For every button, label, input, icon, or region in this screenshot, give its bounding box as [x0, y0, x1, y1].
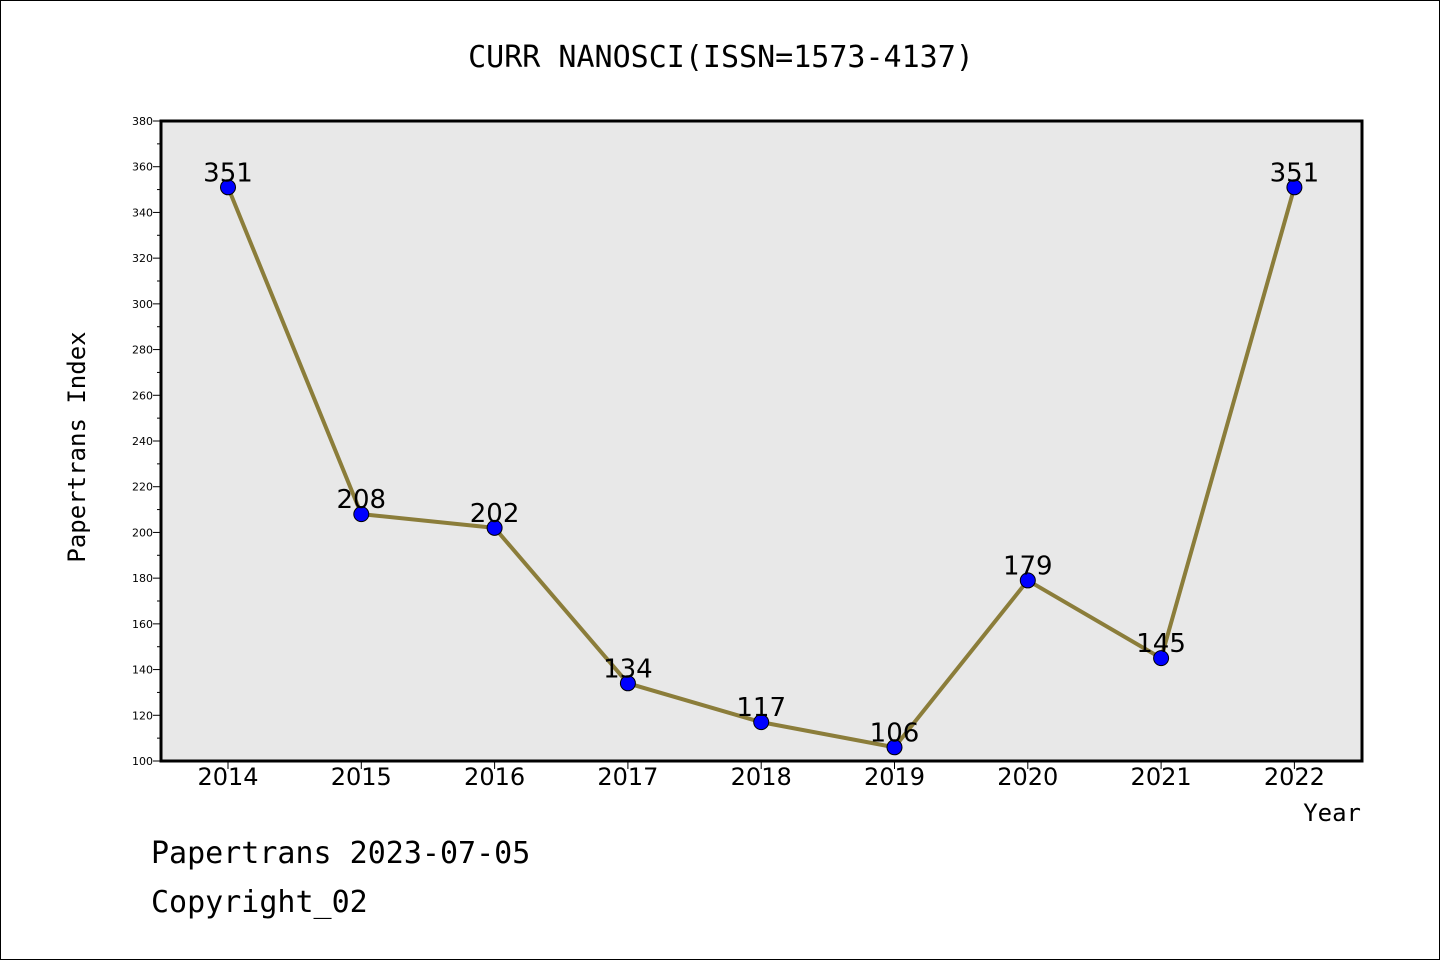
y-tick-label: 200 [132, 526, 153, 539]
data-label: 134 [603, 654, 653, 684]
y-axis-label: Papertrans Index [63, 331, 91, 562]
y-tick-label: 180 [132, 572, 153, 585]
y-tick-label: 260 [132, 389, 153, 402]
x-tick-label: 2016 [464, 763, 525, 791]
data-point [619, 675, 636, 692]
data-point [886, 739, 903, 756]
x-tick-label: 2018 [731, 763, 792, 791]
data-label: 208 [336, 485, 386, 515]
y-tick-label: 300 [132, 298, 153, 311]
y-tick-label: 220 [132, 481, 153, 494]
footer-copyright: Copyright_02 [151, 885, 368, 920]
y-tick-label: 380 [132, 115, 153, 128]
plot-area [159, 119, 1364, 763]
series-group: 351 208 202 134 117 106 179 145 351 [203, 158, 1320, 756]
x-tick-label: 2021 [1131, 763, 1192, 791]
x-tick-label: 2022 [1264, 763, 1325, 791]
data-point [1153, 650, 1170, 667]
data-label: 351 [203, 158, 253, 188]
y-axis: 100 120 140 160 180 200 220 240 260 280 300 320 340 3… [132, 115, 161, 768]
x-tick-label: 2014 [197, 763, 258, 791]
x-tick-label: 2020 [997, 763, 1058, 791]
data-label: 145 [1136, 629, 1186, 659]
y-tick-label: 160 [132, 618, 153, 631]
y-tick-label: 240 [132, 435, 153, 448]
y-tick-label: 120 [132, 709, 153, 722]
data-point [753, 714, 770, 731]
y-tick-label: 100 [132, 755, 153, 768]
x-tick-label: 2015 [331, 763, 392, 791]
x-axis-label: Year [1303, 799, 1361, 827]
x-axis: 2014 2015 2016 2017 2018 2019 2020 2021 2022 [197, 761, 1325, 791]
chart-title: CURR NANOSCI(ISSN=1573-4137) [468, 40, 974, 75]
data-point [1286, 179, 1303, 196]
x-tick-label: 2017 [597, 763, 658, 791]
data-point [1019, 572, 1036, 589]
x-tick-label: 2019 [864, 763, 925, 791]
data-label: 179 [1003, 551, 1053, 581]
y-tick-label: 140 [132, 664, 153, 677]
y-tick-label: 280 [132, 344, 153, 357]
data-point [486, 519, 503, 536]
y-tick-label: 340 [132, 206, 153, 219]
footer-date: Papertrans 2023-07-05 [151, 836, 531, 871]
data-label: 202 [470, 499, 520, 529]
data-point [353, 506, 370, 523]
data-label: 351 [1270, 158, 1320, 188]
y-tick-label: 360 [132, 161, 153, 174]
data-label: 117 [736, 693, 786, 723]
data-label: 106 [870, 718, 920, 748]
data-point [220, 179, 236, 196]
y-tick-label: 320 [132, 252, 153, 265]
